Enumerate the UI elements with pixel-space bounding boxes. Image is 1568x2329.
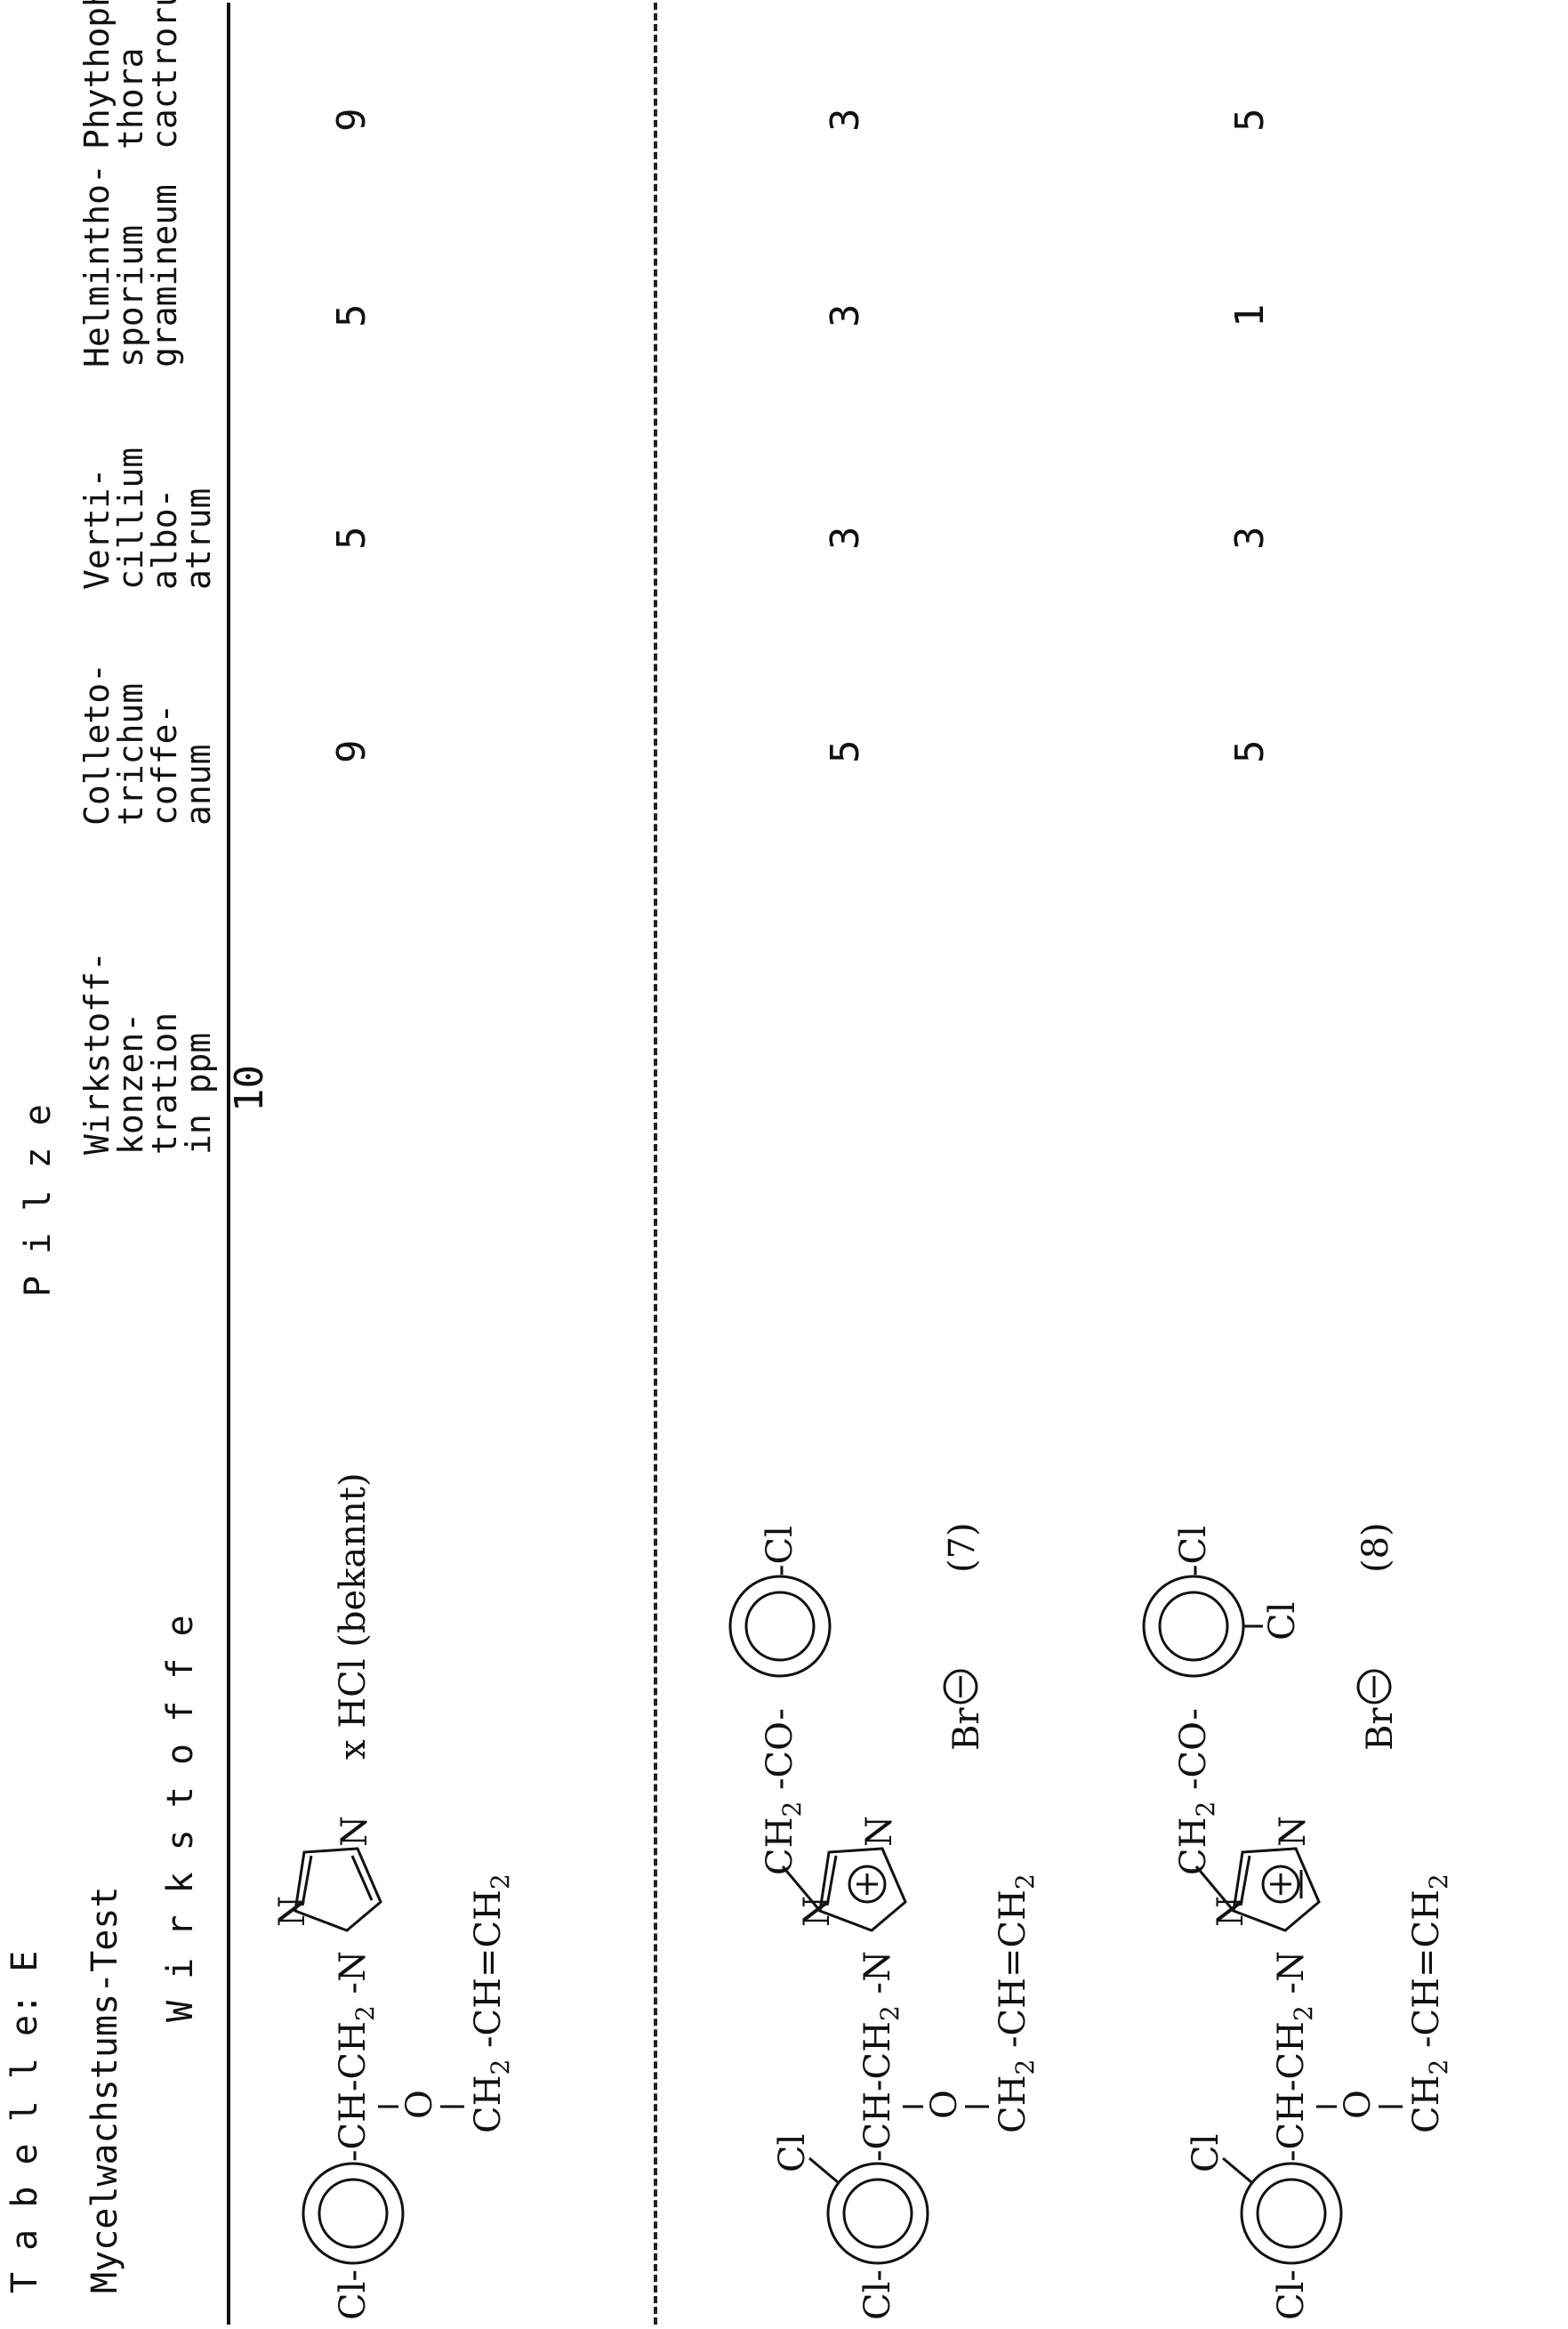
- negative-charge: [943, 1669, 978, 1704]
- value-cell: 5: [823, 739, 868, 764]
- value-cell: 3: [823, 526, 868, 551]
- chlorine-para-label: -Cl: [760, 1526, 800, 1576]
- bromide-anion: Br: [946, 1707, 987, 1751]
- value-cell: 1: [1227, 303, 1273, 328]
- chlorine-ortho-label: Cl: [1262, 1602, 1303, 1640]
- header-line: Wirkstoff-: [77, 951, 117, 1155]
- header-fungus-colletotrichum: Colleto- trichum coffe- anum: [77, 662, 218, 826]
- header-line: thora: [111, 47, 150, 149]
- positive-charge: [848, 1865, 887, 1904]
- header-konzentration: Wirkstoff- konzen- tration in ppm: [77, 951, 218, 1155]
- oxygen-label: O: [1338, 2090, 1379, 2119]
- salt-label: x HCl (bekannt): [333, 1473, 374, 1760]
- header-line: Colleto-: [77, 662, 117, 826]
- triazole-n-top: N: [797, 1896, 838, 1927]
- value-cell: 9: [329, 739, 374, 764]
- header-wirkstoffe: W i r k s t o f f e: [160, 1615, 201, 2022]
- structure-3: Cl- Cl -CH-CH2 -N O CH2 -CH=CH2 N N CH2 …: [1142, 1522, 1453, 2320]
- allyl-label: CH2 -CH=CH2: [993, 1874, 1040, 2133]
- value-cell: 5: [1227, 739, 1273, 764]
- positive-charge: [1261, 1865, 1300, 1904]
- chain-label: -CH-CH2 -N: [857, 1951, 905, 2162]
- bromide-anion: Br: [1360, 1707, 1401, 1751]
- benzene-ring: [1240, 2162, 1343, 2265]
- header-rule: [227, 3, 230, 2325]
- value-cell: 5: [1227, 108, 1273, 133]
- triazole-n-right: N: [1273, 1816, 1314, 1847]
- ch2co-label: CH2 -CO-: [760, 1708, 807, 1875]
- benzene-ring: [826, 2162, 929, 2265]
- table-title: T a b e l l e: E: [4, 1950, 45, 2293]
- structure-2: Cl- Cl -CH-CH2 -N O CH2 -CH=CH2 N N CH2 …: [728, 1522, 1040, 2320]
- header-line: albo-: [145, 488, 184, 590]
- header-line: coffe-: [145, 703, 184, 826]
- ch2co-label: CH2 -CO-: [1173, 1708, 1220, 1875]
- negative-charge: [1356, 1669, 1392, 1704]
- header-line: cillium: [111, 447, 150, 590]
- header-line: gramineum: [145, 184, 184, 367]
- triazole-n-top: N: [1210, 1896, 1251, 1927]
- allyl-label: CH2 -CH=CH2: [468, 1874, 515, 2133]
- chlorine-label: Cl-: [1271, 2269, 1312, 2320]
- chain-label: -CH-CH2 -N: [333, 1951, 380, 2162]
- header-line: anum: [179, 744, 218, 826]
- header-fungus-phytophthora: Phythoph- thora cactrorum: [77, 0, 184, 149]
- benzene-ring: [728, 1575, 832, 1678]
- header-line: in ppm: [179, 1032, 218, 1155]
- allyl-label: CH2 -CH=CH2: [1406, 1874, 1453, 2133]
- oxygen-label: O: [399, 2090, 440, 2119]
- benzene-ring-inner: [1158, 1591, 1229, 1662]
- separator-dashed: [654, 3, 657, 2325]
- chlorine-label: Cl-: [857, 2269, 898, 2320]
- compound-number: (8): [1355, 1522, 1396, 1573]
- triazolium-ring: [1232, 1847, 1321, 1932]
- triazole-ring: [293, 1847, 382, 1932]
- benzene-ring-inner: [1256, 2178, 1327, 2249]
- chlorine-ortho-label: Cl: [1186, 2134, 1226, 2172]
- oxygen-label: O: [924, 2090, 965, 2119]
- chlorine-ortho-label: Cl: [772, 2134, 813, 2172]
- header-line: Phythoph-: [77, 0, 117, 149]
- header-line: konzen-: [111, 1011, 150, 1155]
- triazole-n-right: N: [859, 1816, 900, 1847]
- benzene-ring-inner: [842, 2178, 913, 2249]
- triazole-n-right: N: [334, 1816, 375, 1847]
- fungi-group-label: P i l z e: [18, 1104, 59, 1297]
- header-line: cactrorum: [145, 0, 184, 149]
- header-fungus-verticillium: Verti- cillium albo- atrum: [77, 447, 218, 590]
- benzene-ring-inner: [744, 1591, 816, 1662]
- header-line: trichum: [111, 682, 150, 826]
- chlorine-para-label: -Cl: [1173, 1526, 1214, 1576]
- table-subtitle: Mycelwachstums-Test: [84, 1886, 125, 2293]
- konzentration-value: 10: [227, 1065, 272, 1112]
- header-line: Verti-: [77, 467, 117, 590]
- value-cell: 9: [329, 108, 374, 133]
- value-cell: 3: [823, 108, 868, 133]
- triazolium-ring: [818, 1847, 907, 1932]
- header-line: Helmintho-: [77, 164, 117, 367]
- benzene-ring-inner: [318, 2178, 389, 2249]
- header-line: sporium: [111, 224, 150, 367]
- structure-1: Cl- -CH-CH2 -N O CH2 -CH=CH2 N N x HCl (…: [272, 1473, 515, 2320]
- header-fungus-helminthosporium: Helmintho- sporium gramineum: [77, 164, 184, 367]
- compound-number: (7): [942, 1522, 983, 1573]
- chain-label: -CH-CH2 -N: [1271, 1951, 1318, 2162]
- value-cell: 3: [1227, 526, 1273, 551]
- benzene-ring: [302, 2162, 405, 2265]
- triazole-n-top: N: [272, 1896, 313, 1927]
- value-cell: 3: [823, 303, 868, 328]
- header-line: atrum: [179, 488, 218, 590]
- header-line: tration: [145, 1011, 184, 1155]
- value-cell: 5: [329, 303, 374, 328]
- value-cell: 5: [329, 526, 374, 551]
- chlorine-label: Cl-: [333, 2269, 374, 2320]
